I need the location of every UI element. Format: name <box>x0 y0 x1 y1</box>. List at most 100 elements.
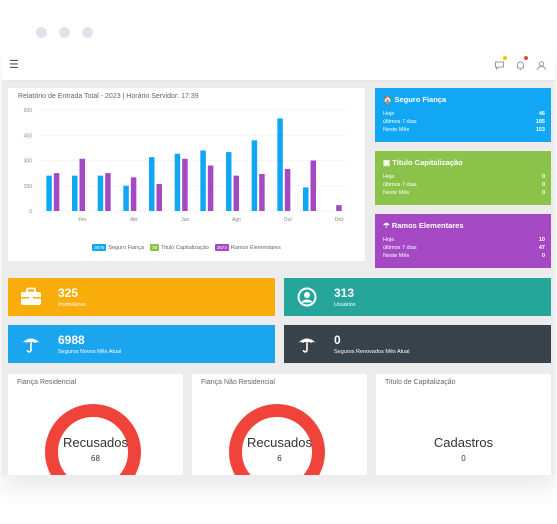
app-window: ☰ Relatório de Entrada Total - 2023 | Ho… <box>2 50 555 475</box>
y-tick-label: 0 <box>29 209 32 215</box>
card-label: Seguros Renovados Mês Atual <box>334 349 410 355</box>
bar <box>72 175 78 211</box>
card-value: 0 <box>334 333 341 347</box>
donut-value: 68 <box>91 454 100 463</box>
stat-box-ramos-elementares: ☂ Ramos Elementares Hoje 10 últimos 7 dia… <box>375 214 551 268</box>
stat-row-label: Hoje <box>383 111 395 117</box>
bar <box>156 184 162 211</box>
stat-row-label: Hoje <box>383 237 395 243</box>
window-controls <box>36 27 93 38</box>
panel-titulo-capitalizacao: Titulo de Capitalização Cadastros 0 <box>376 374 551 475</box>
bar <box>97 175 104 211</box>
x-tick-label: Abr <box>130 217 138 223</box>
chat-icon[interactable] <box>494 56 507 71</box>
stat-row-value: 0 <box>541 182 545 188</box>
stat-row-label: últimos 7 dias <box>383 119 417 125</box>
card-label: Usuários <box>334 302 356 308</box>
bar <box>303 187 309 211</box>
x-tick-label: Fev <box>78 217 87 223</box>
bar <box>123 185 129 211</box>
bell-icon[interactable] <box>515 56 528 70</box>
bar <box>46 175 52 211</box>
panel-value: 0 <box>461 454 466 463</box>
card-seguros-renovados[interactable]: 0 Seguros Renovados Mês Atual <box>284 325 551 363</box>
umbrella-icon <box>20 334 42 354</box>
bar <box>259 173 265 211</box>
hamburger-icon[interactable]: ☰ <box>9 59 19 71</box>
stat-row-label: Hoje <box>383 174 395 180</box>
stat-row-label: últimos 7 dias <box>383 182 417 188</box>
briefcase-icon <box>20 287 42 307</box>
stat-box-title: Ramos Elementares <box>391 221 464 230</box>
bar <box>174 153 181 211</box>
stat-row-value: 0 <box>541 190 545 196</box>
stat-row-label: Neste Mês <box>383 190 410 196</box>
panel-title: Titulo de Capitalização <box>385 379 456 386</box>
legend-label: Ramos Elementares <box>230 244 281 251</box>
x-tick-label: Ago <box>232 217 241 223</box>
stat-box-seguro-fianca: 🏠 Seguro Fiança Hoje 46 últimos 7 dias 185… <box>375 88 551 142</box>
legend-item[interactable]: 3674 Ramos Elementares <box>214 244 281 251</box>
chat-badge <box>503 56 507 60</box>
stat-row-value: 0 <box>541 174 545 180</box>
chart-legend: 3676 Seguro Fiança 35 Titulo Capitalização 3… <box>8 244 365 251</box>
donut-label: Recusados <box>62 435 129 450</box>
panel-fianca-nao-residencial: Fiança Não Residencial Recusados 6 <box>192 374 367 475</box>
legend-count: 35 <box>150 244 160 251</box>
bar <box>200 150 206 211</box>
y-tick-label: 150 <box>24 184 33 190</box>
card-label: Imobiliárias <box>58 302 86 308</box>
legend-label: Seguro Fiança <box>108 244 145 251</box>
panel-title: Fiança Não Residencial <box>201 379 275 386</box>
legend-label: Titulo Capitalização <box>161 244 209 251</box>
donut-value: 6 <box>277 454 282 463</box>
entrada-total-chart: 600 450 300 150 0 Fev Abr Jun Ago Out Dez <box>24 108 348 223</box>
card-usuarios[interactable]: 313 Usuários <box>284 278 551 316</box>
stat-box-title: Título Capitalização <box>392 158 463 167</box>
window-dot-1 <box>36 27 47 38</box>
top-bar-icons <box>494 56 547 71</box>
bar <box>277 118 283 211</box>
window-dot-3 <box>82 27 93 38</box>
bar <box>207 165 214 211</box>
window-dot-2 <box>59 27 70 38</box>
panel-fianca-residencial: Fiança Residencial Recusados 68 <box>8 374 183 475</box>
bar <box>149 157 155 211</box>
card-label: Seguros Novos Mês Atual <box>58 349 122 355</box>
umbrella-icon <box>296 334 318 354</box>
stat-row-value: 10 <box>538 237 545 243</box>
stat-row-value: 153 <box>535 127 545 133</box>
y-tick-label: 300 <box>24 159 33 165</box>
y-tick-label: 600 <box>24 108 33 114</box>
card-value: 313 <box>334 286 355 300</box>
stat-box-title: Seguro Fiança <box>394 95 447 104</box>
legend-item[interactable]: 35 Titulo Capitalização <box>150 244 209 251</box>
legend-item[interactable]: 3676 Seguro Fiança <box>92 244 144 251</box>
x-tick-label: Out <box>284 217 293 223</box>
bar <box>310 160 316 211</box>
top-bar: ☰ <box>2 50 555 81</box>
bar <box>53 173 60 211</box>
bar <box>79 158 85 211</box>
legend-count: 3674 <box>214 244 229 251</box>
bar <box>226 152 232 211</box>
card-value: 325 <box>58 286 79 300</box>
card-seguros-novos[interactable]: 6988 Seguros Novos Mês Atual <box>8 325 275 363</box>
user-circle-icon <box>296 287 318 307</box>
x-tick-label: Jun <box>181 217 189 223</box>
bar <box>284 168 291 211</box>
chart-panel: Relatório de Entrada Total - 2023 | Horá… <box>8 88 365 261</box>
stat-row-value: 185 <box>535 119 545 125</box>
user-icon[interactable] <box>536 58 547 71</box>
bar <box>105 173 111 211</box>
umbrella-icon: ☂ <box>383 221 390 230</box>
chart-title: Relatório de Entrada Total - 2023 | Horá… <box>18 93 199 100</box>
card-imobiliarias[interactable]: 325 Imobiliárias <box>8 278 275 316</box>
bar <box>130 177 137 211</box>
legend-count: 3676 <box>92 244 107 251</box>
bar <box>182 158 188 211</box>
stat-row-label: últimos 7 dias <box>383 245 417 251</box>
stat-box-titulo-capitalizacao: ▣ Título Capitalização Hoje 0 últimos 7 d… <box>375 151 551 205</box>
x-tick-label: Dez <box>335 217 344 223</box>
money-icon: ▣ <box>383 158 391 167</box>
